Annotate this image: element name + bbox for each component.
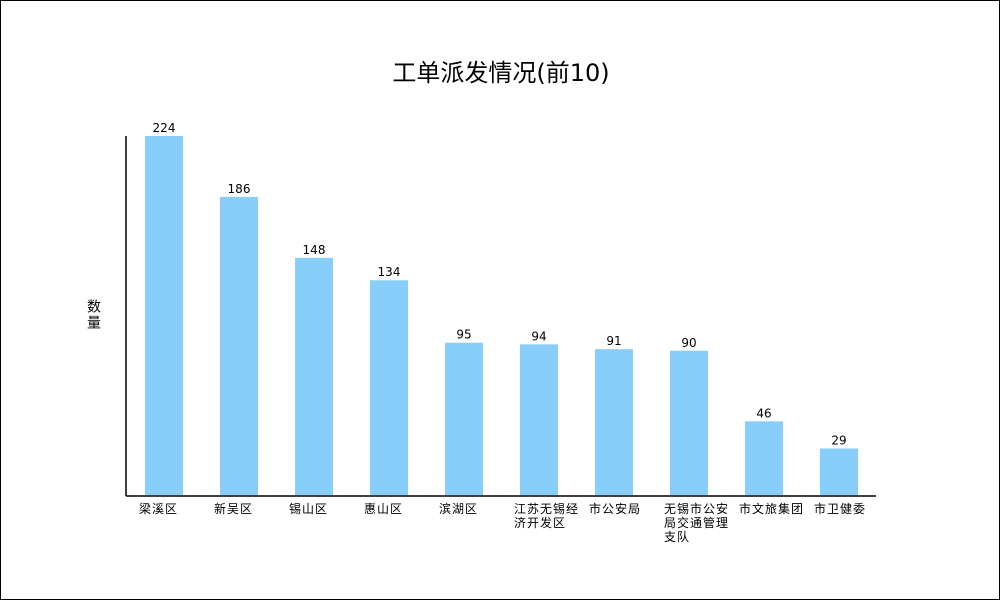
bar-10 — [820, 448, 858, 495]
y-axis-label: 数量 — [85, 299, 101, 331]
x-tick-label-2: 新吴区 — [214, 502, 254, 516]
x-tick-label-1: 梁溪区 — [139, 502, 179, 516]
x-tick-label-5: 滨湖区 — [439, 502, 479, 516]
bar-6 — [520, 344, 558, 495]
value-label-4: 134 — [378, 265, 401, 279]
x-tick-label-3: 锡山区 — [289, 502, 329, 516]
value-label-2: 186 — [228, 182, 251, 196]
bar-9 — [745, 421, 783, 495]
x-tick-label-7: 市公安局 — [589, 502, 642, 516]
value-label-6: 94 — [531, 329, 546, 343]
bar-5 — [445, 342, 483, 495]
value-label-10: 29 — [831, 434, 846, 448]
x-tick-label-10: 市卫健委 — [814, 502, 867, 516]
bar-2 — [220, 196, 258, 495]
bar-7 — [595, 349, 633, 495]
bar-3 — [295, 257, 333, 495]
x-tick-label-8: 无锡市公安局交通管理支队 — [664, 502, 730, 544]
value-label-9: 46 — [756, 406, 771, 420]
value-label-5: 95 — [456, 328, 471, 342]
chart-title: 工单派发情况(前10) — [392, 59, 610, 87]
x-tick-label-6: 江苏无锡经济开发区 — [514, 502, 580, 530]
value-label-3: 148 — [303, 243, 326, 257]
value-label-1: 224 — [153, 121, 176, 135]
x-tick-label-9: 市文旅集团 — [739, 502, 805, 516]
bar-8 — [670, 350, 708, 495]
value-label-8: 90 — [681, 336, 696, 350]
bar-4 — [370, 280, 408, 495]
x-tick-label-4: 惠山区 — [364, 502, 404, 516]
bar-1 — [145, 136, 183, 495]
value-label-7: 91 — [606, 334, 621, 348]
